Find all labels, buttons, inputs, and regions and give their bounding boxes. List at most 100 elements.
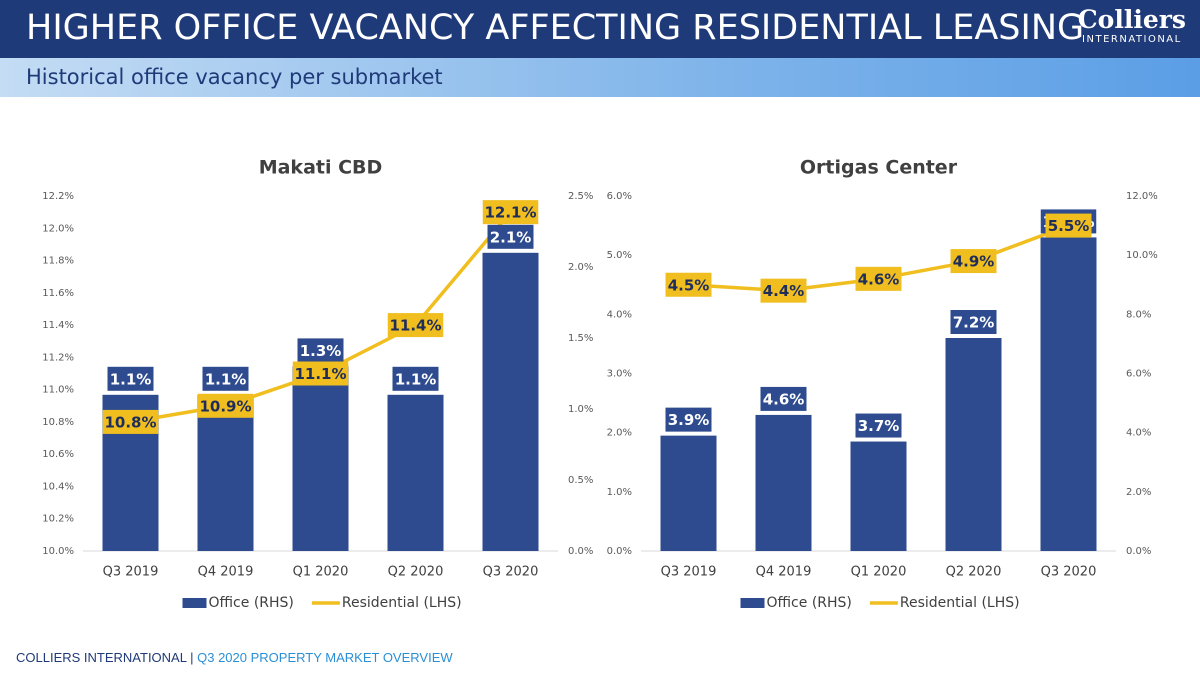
y2-tick-label: 6.0% — [1126, 369, 1151, 380]
bar — [482, 252, 539, 552]
y2-tick-label: 4.0% — [1126, 428, 1151, 439]
line-value-label-box — [292, 361, 349, 386]
subtitle-bar: Historical office vacancy per submarket — [0, 58, 1200, 97]
y-tick-label: 11.2% — [42, 352, 74, 363]
y-tick-label: 10.0% — [42, 546, 74, 557]
charts: Makati CBD 10.0% 10.2% 10.4% 10.6% 10.8% 11.0%… — [42, 157, 1158, 612]
y-tick-label: 1.0% — [607, 487, 632, 498]
legend-label: Residential (LHS) — [900, 595, 1020, 611]
bar-value-label: 1.3% — [300, 342, 342, 360]
line-value-label-box — [760, 278, 807, 303]
line-value-label-box — [665, 272, 712, 297]
bar-value-label-box — [665, 407, 712, 432]
bar-value-label: 1.1% — [205, 370, 247, 388]
bar-value-label: 1.1% — [110, 370, 152, 388]
bar — [945, 338, 1002, 551]
y2-tick-label: 1.5% — [568, 333, 593, 344]
y-tick-label: 10.4% — [42, 481, 74, 492]
chart-title: Ortigas Center — [800, 157, 958, 179]
bar-value-label-box — [950, 310, 997, 334]
bar — [755, 414, 812, 551]
bar — [660, 435, 717, 551]
header-bar: HIGHER OFFICE VACANCY AFFECTING RESIDENT… — [0, 0, 1200, 58]
y-tick-label: 2.0% — [607, 428, 632, 439]
x-tick-label: Q3 2020 — [483, 565, 539, 580]
bar-value-label: 2.1% — [490, 228, 532, 246]
logo-subtext: INTERNATIONAL — [1082, 34, 1182, 45]
line-value-label: 10.8% — [104, 413, 156, 431]
bar-value-label-box — [760, 386, 807, 411]
y-tick-label: 4.0% — [607, 309, 632, 320]
y-tick-label: 10.2% — [42, 514, 74, 525]
y-tick-label: 10.8% — [42, 417, 74, 428]
footer-company: COLLIERS INTERNATIONAL — [16, 650, 187, 665]
line-value-label-box — [1045, 213, 1092, 238]
y2-tick-label: 8.0% — [1126, 309, 1151, 320]
y-tick-label: 6.0% — [607, 191, 632, 202]
line-value-label: 11.1% — [294, 365, 346, 383]
y2-tick-label: 12.0% — [1126, 191, 1158, 202]
line-value-label: 4.4% — [763, 282, 805, 300]
x-tick-label: Q3 2019 — [103, 565, 159, 580]
legend-swatch — [740, 598, 765, 608]
y-tick-label: 11.8% — [42, 256, 74, 267]
logo: Colliers INTERNATIONAL — [1078, 6, 1186, 46]
line-value-label-box — [855, 266, 902, 291]
y-tick-label: 11.0% — [42, 385, 74, 396]
bar-value-label-box — [202, 366, 249, 391]
x-tick-label: Q1 2020 — [851, 565, 907, 580]
footer-report: Q3 2020 PROPERTY MARKET OVERVIEW — [197, 650, 453, 665]
bar-value-label: 3.7% — [858, 417, 900, 435]
x-tick-label: Q2 2020 — [388, 565, 444, 580]
y2-tick-label: 2.5% — [568, 191, 593, 202]
y-tick-label: 3.0% — [607, 369, 632, 380]
bar-value-label-box — [392, 366, 439, 391]
y2-tick-label: 0.5% — [568, 475, 593, 486]
footer-separator: | — [190, 650, 194, 665]
line-value-label: 5.5% — [1048, 217, 1090, 235]
line-value-label: 4.5% — [668, 276, 710, 294]
bar-value-label: 4.6% — [763, 390, 805, 408]
y-tick-label: 12.0% — [42, 223, 74, 234]
bar — [292, 366, 349, 551]
y2-tick-label: 10.0% — [1126, 250, 1158, 261]
legend-swatch — [182, 598, 207, 608]
slide-title: HIGHER OFFICE VACANCY AFFECTING RESIDENT… — [26, 8, 1085, 48]
chart-title: Makati CBD — [259, 157, 383, 179]
legend-label: Residential (LHS) — [342, 595, 462, 611]
y-tick-label: 12.2% — [42, 191, 74, 202]
bar — [850, 441, 907, 551]
x-tick-label: Q3 2019 — [661, 565, 717, 580]
line-value-label: 10.9% — [199, 397, 251, 415]
y2-tick-label: 2.0% — [568, 262, 593, 273]
line-value-label-box — [387, 313, 444, 338]
bar-value-label: 7.2% — [953, 314, 995, 332]
line-value-label: 11.4% — [389, 317, 441, 335]
slide-subtitle: Historical office vacancy per submarket — [26, 65, 443, 89]
y2-tick-label: 0.0% — [1126, 546, 1151, 557]
bar-value-label: 1.1% — [395, 370, 437, 388]
y-tick-label: 11.4% — [42, 320, 74, 331]
x-tick-label: Q2 2020 — [946, 565, 1002, 580]
legend-label: Office (RHS) — [767, 595, 852, 611]
line-value-label: 4.9% — [953, 253, 995, 271]
y-tick-label: 0.0% — [607, 546, 632, 557]
y2-tick-label: 1.0% — [568, 404, 593, 415]
footer: COLLIERS INTERNATIONAL | Q3 2020 PROPERT… — [16, 650, 453, 665]
line-value-label: 4.6% — [858, 270, 900, 288]
legend-label: Office (RHS) — [209, 595, 294, 611]
bar — [387, 394, 444, 551]
bar — [197, 394, 254, 551]
line-value-label-box — [950, 249, 997, 274]
x-tick-label: Q3 2020 — [1041, 565, 1097, 580]
y-tick-label: 5.0% — [607, 250, 632, 261]
y-tick-label: 10.6% — [42, 449, 74, 460]
line-value-label-box — [102, 409, 159, 434]
y2-tick-label: 2.0% — [1126, 487, 1151, 498]
line-value-label-box — [197, 393, 254, 418]
line-value-label-box — [482, 200, 539, 225]
y-tick-label: 11.6% — [42, 288, 74, 299]
x-tick-label: Q4 2019 — [198, 565, 254, 580]
x-tick-label: Q4 2019 — [756, 565, 812, 580]
